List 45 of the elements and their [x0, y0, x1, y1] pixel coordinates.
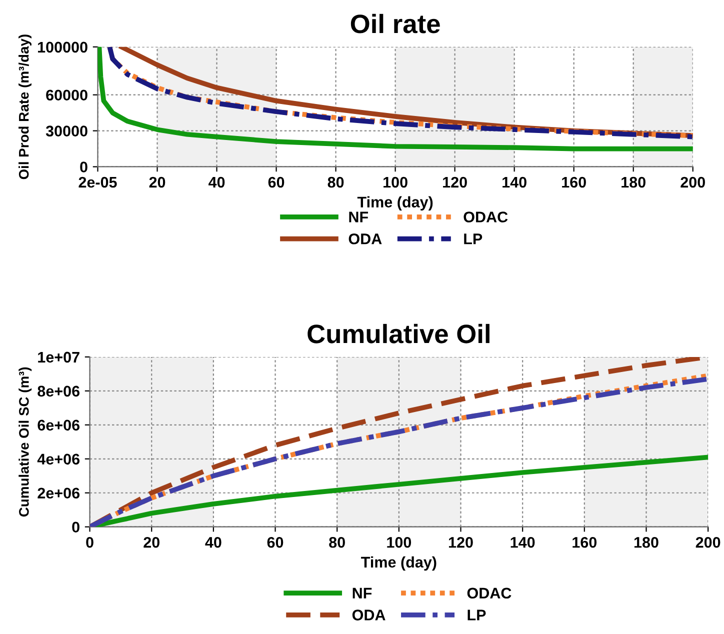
x-tick-label: 80	[329, 536, 345, 548]
x-tick-label: 20	[149, 176, 166, 188]
x-tick-label: 200	[696, 536, 720, 548]
y-tick-label: 0	[72, 522, 80, 533]
y-axis-title: Oil Prod Rate (m³/day)	[18, 34, 32, 180]
x-tick-label: 100	[384, 176, 408, 188]
y-tick-label: 60000	[46, 90, 88, 101]
x-tick-label: 140	[510, 536, 535, 548]
y-tick-label: 8e+06	[38, 386, 80, 397]
x-tick-label: 120	[443, 176, 467, 188]
x-tick-label: 40	[208, 176, 225, 188]
x-tick-label: 80	[328, 176, 344, 188]
legend-label: NF	[352, 588, 372, 598]
x-tick-label: 120	[448, 536, 473, 548]
legend-label: ODAC	[467, 588, 512, 599]
x-tick-label: 60	[267, 536, 284, 548]
x-tick-label: 160	[562, 176, 586, 188]
x-tick-label: 100	[387, 536, 412, 548]
x-tick-label: 60	[268, 176, 284, 188]
chart-title: Cumulative Oil	[308, 324, 490, 344]
x-axis-title: Time (day)	[361, 556, 436, 571]
legend-label: NF	[349, 212, 368, 222]
x-axis-title: Time (day)	[357, 196, 433, 211]
legend-label: LP	[468, 610, 486, 620]
x-tick-label: 20	[144, 536, 160, 548]
y-tick-label: 100000	[38, 42, 88, 53]
legend-label: ODA	[352, 610, 386, 620]
legend-label: ODAC	[464, 212, 508, 222]
legend-label: ODA	[348, 233, 382, 244]
y-axis-title: Cumulative Oil SC (m³)	[18, 367, 32, 517]
y-tick-label: 6e+06	[38, 420, 80, 431]
y-tick-label: 1e+07	[38, 352, 80, 363]
x-tick-label: 140	[502, 176, 526, 188]
y-tick-label: 2e+06	[38, 488, 80, 499]
x-tick-label: 160	[572, 536, 597, 548]
chart-title: Oil rate	[350, 14, 440, 34]
x-tick-label: 2e-05	[78, 176, 117, 188]
x-tick-label: 180	[634, 536, 658, 548]
x-tick-label: 180	[622, 176, 646, 188]
y-tick-label: 30000	[46, 126, 88, 136]
y-tick-label: 4e+06	[37, 454, 80, 465]
x-tick-label: 40	[205, 536, 222, 548]
legend-label: LP	[464, 234, 482, 244]
y-tick-label: 0	[80, 162, 88, 172]
x-tick-label: 200	[680, 176, 705, 188]
